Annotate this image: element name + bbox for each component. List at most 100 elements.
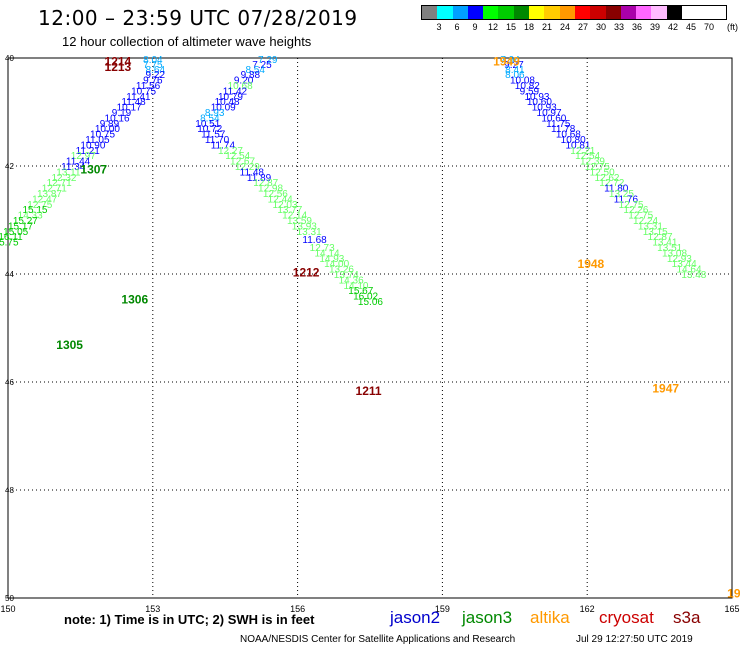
swh-value: 16.11 <box>0 232 23 243</box>
swh-value: 9.22 <box>146 70 166 81</box>
pass-time-label: 1212 <box>293 265 320 279</box>
swh-value: 14.36 <box>339 275 364 286</box>
lat-tick-label: 42 <box>5 162 14 171</box>
pass-time-label: 1211 <box>356 384 382 398</box>
pass-time-label: 1948 <box>578 257 605 271</box>
legend-tick-label: 27 <box>577 22 589 32</box>
swh-value: 10.17 <box>117 103 142 114</box>
legend-tick-label: 12 <box>487 22 499 32</box>
lat-tick-label: 46 <box>5 378 14 387</box>
swh-value: 11.05 <box>85 135 110 146</box>
swh-value: 12.54 <box>225 151 250 162</box>
legend-tick-label: 42 <box>667 22 679 32</box>
swh-value: 10.16 <box>105 113 130 124</box>
legend-tick-label: 15 <box>505 22 517 32</box>
swh-value: 10.90 <box>80 140 105 151</box>
pass-time-label: 1213 <box>105 60 132 74</box>
swh-value: 13.41 <box>652 238 677 249</box>
swh-value: 15.05 <box>3 227 28 238</box>
legend-swatch <box>620 6 637 19</box>
swh-value: 13.31 <box>297 227 322 238</box>
swh-value: 11.48 <box>121 97 146 108</box>
swh-value: 15.06 <box>358 297 383 308</box>
legend-unit: (ft) <box>727 22 738 32</box>
swh-value: 16.02 <box>353 292 378 303</box>
swh-value: 9.27 <box>504 60 524 71</box>
swh-value: 11.48 <box>240 167 265 178</box>
lon-tick-label: 162 <box>580 604 595 614</box>
legend-tick-label: 21 <box>541 22 553 32</box>
sat-label-jason2: jason2 <box>390 608 441 627</box>
footer-timestamp: Jul 29 12:27:50 UTC 2019 <box>576 634 693 645</box>
swh-value: 10.60 <box>541 113 566 124</box>
legend-ticks: 3 6 9 12 15 18 21 24 27 30 33 36 39 42 45 70 <box>421 20 727 34</box>
lon-tick-label: 153 <box>145 604 160 614</box>
swh-value: 13.31 <box>638 221 663 232</box>
swh-value: 15.27 <box>13 216 38 227</box>
legend-swatch <box>513 6 530 19</box>
swh-value: 13.59 <box>287 216 312 227</box>
swh-value: 12.29 <box>235 162 260 173</box>
swh-value: 9.89 <box>100 119 120 130</box>
swh-value: 11.80 <box>604 184 629 195</box>
swh-value: 12.03 <box>273 200 298 211</box>
swh-value: 14.10 <box>343 281 368 292</box>
legend-tick-label: 39 <box>649 22 661 32</box>
swh-value: 11.74 <box>211 140 236 151</box>
swh-value: 12.32 <box>51 173 76 184</box>
swh-value: 10.93 <box>524 92 549 103</box>
swh-value: 12.72 <box>599 178 624 189</box>
legend-tick-label: 45 <box>685 22 697 32</box>
swh-value: 12.97 <box>71 151 96 162</box>
legend-tick-label: 33 <box>613 22 625 32</box>
lat-tick-label: 50 <box>5 594 14 603</box>
swh-value: 12.75 <box>619 200 644 211</box>
lat-tick-label: 40 <box>5 54 14 63</box>
swh-value: 15.75 <box>0 238 19 249</box>
swh-value: 11.75 <box>546 119 571 130</box>
swh-value: 13.08 <box>662 248 687 259</box>
legend-swatch <box>483 6 499 19</box>
legend-tick-label: 6 <box>454 22 460 32</box>
swh-value: 14.64 <box>676 265 701 276</box>
swh-value: 12.75 <box>27 200 52 211</box>
swh-value: 10.68 <box>228 81 253 92</box>
swh-value: 13.44 <box>672 259 697 270</box>
swh-value: 13.48 <box>681 270 706 281</box>
pass-time-label: 1307 <box>80 163 107 177</box>
legend-swatch <box>666 6 683 19</box>
swh-value: 7.94 <box>500 55 520 66</box>
legend-tick-label: 30 <box>595 22 607 32</box>
swh-value: 8.93 <box>205 108 225 119</box>
swh-value: 8.41 <box>505 65 525 76</box>
legend-swatch <box>651 6 667 19</box>
swh-value: 11.56 <box>136 81 161 92</box>
swh-value: 10.93 <box>532 103 557 114</box>
swh-value: 10.75 <box>131 86 156 97</box>
pass-time-label: 1306 <box>121 292 148 306</box>
swh-value: 12.50 <box>590 167 615 178</box>
swh-value: 14.93 <box>319 254 344 265</box>
swh-value: 11.68 <box>302 235 327 246</box>
legend-swatch <box>452 6 468 19</box>
swh-value: 12.27 <box>218 146 243 157</box>
swh-value: 13.25 <box>609 189 634 200</box>
lat-tick-label: 44 <box>5 270 14 279</box>
legend-tick-label: 36 <box>631 22 643 32</box>
swh-value: 9.20 <box>234 76 254 87</box>
swh-value: 12.75 <box>585 162 610 173</box>
swh-value: 11.44 <box>66 157 91 168</box>
swh-value: 11.89 <box>247 173 272 184</box>
swh-value: 12.44 <box>268 194 293 205</box>
pass-time-label: 1949 <box>493 55 520 69</box>
swh-value: 13.11 <box>56 167 81 178</box>
sat-label-cryosat: cryosat <box>599 608 654 627</box>
swh-value: 8.06 <box>505 70 525 81</box>
swh-value: 11.34 <box>61 162 86 173</box>
legend-swatch <box>559 6 575 19</box>
color-legend: 3 6 9 12 15 18 21 24 27 30 33 36 39 42 45 70 (ft) <box>421 5 738 34</box>
legend-swatch <box>498 6 514 19</box>
swh-value: 12.21 <box>570 146 595 157</box>
lat-tick-label: 48 <box>5 486 14 495</box>
